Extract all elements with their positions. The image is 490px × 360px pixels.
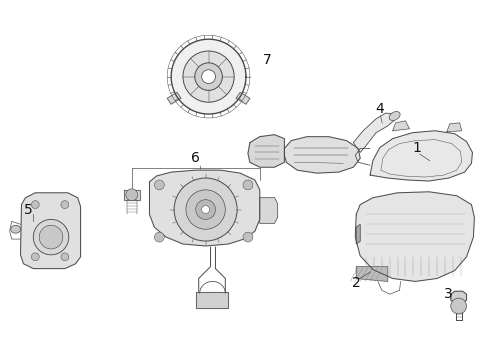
Polygon shape bbox=[356, 267, 388, 282]
Circle shape bbox=[61, 201, 69, 208]
Polygon shape bbox=[149, 170, 260, 246]
Circle shape bbox=[196, 200, 216, 219]
Circle shape bbox=[243, 180, 253, 190]
Ellipse shape bbox=[11, 225, 21, 233]
Text: 1: 1 bbox=[413, 141, 422, 156]
Text: 7: 7 bbox=[263, 53, 272, 67]
Text: 3: 3 bbox=[444, 287, 453, 301]
Polygon shape bbox=[124, 190, 140, 200]
Ellipse shape bbox=[389, 112, 400, 121]
Polygon shape bbox=[196, 292, 228, 308]
Polygon shape bbox=[167, 93, 181, 104]
Polygon shape bbox=[370, 131, 472, 181]
Polygon shape bbox=[236, 93, 250, 104]
Circle shape bbox=[33, 219, 69, 255]
Circle shape bbox=[39, 225, 63, 249]
Text: 4: 4 bbox=[375, 102, 384, 116]
Circle shape bbox=[451, 298, 466, 314]
Polygon shape bbox=[355, 192, 474, 282]
Circle shape bbox=[154, 232, 164, 242]
Circle shape bbox=[126, 189, 138, 201]
Circle shape bbox=[195, 63, 222, 90]
Circle shape bbox=[31, 253, 39, 261]
Polygon shape bbox=[284, 137, 360, 173]
Circle shape bbox=[183, 51, 234, 102]
Polygon shape bbox=[447, 123, 462, 132]
Polygon shape bbox=[21, 193, 80, 269]
Polygon shape bbox=[392, 121, 410, 131]
Text: 6: 6 bbox=[191, 151, 200, 165]
Circle shape bbox=[186, 190, 225, 229]
Polygon shape bbox=[260, 198, 277, 223]
Circle shape bbox=[202, 70, 216, 84]
Text: 2: 2 bbox=[352, 276, 361, 291]
Circle shape bbox=[243, 232, 253, 242]
Circle shape bbox=[31, 201, 39, 208]
Polygon shape bbox=[356, 224, 360, 244]
Circle shape bbox=[61, 253, 69, 261]
Circle shape bbox=[154, 180, 164, 190]
Polygon shape bbox=[248, 135, 284, 167]
Polygon shape bbox=[451, 291, 466, 303]
Polygon shape bbox=[353, 113, 394, 152]
Circle shape bbox=[202, 206, 210, 213]
Circle shape bbox=[171, 39, 246, 114]
Text: 5: 5 bbox=[24, 203, 33, 216]
Circle shape bbox=[174, 178, 237, 241]
